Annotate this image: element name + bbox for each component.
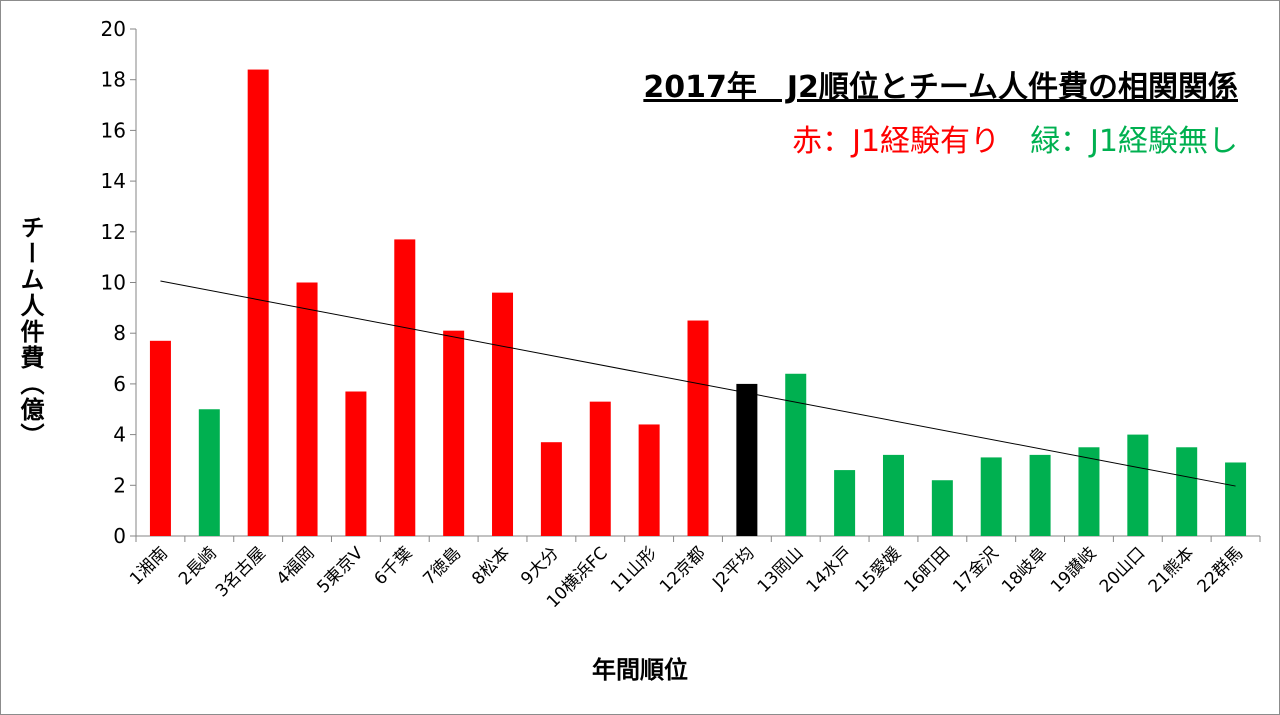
y-tick-label: 0 bbox=[113, 524, 126, 548]
bar-3名古屋 bbox=[247, 69, 269, 536]
x-tick-label: J2平均 bbox=[708, 543, 758, 593]
x-tick-label: 18岐阜 bbox=[998, 543, 1051, 596]
x-tick-label: 3名古屋 bbox=[212, 543, 270, 601]
bar-8松本 bbox=[492, 292, 514, 536]
legend: 赤：J1経験有り 緑：J1経験無し bbox=[792, 116, 1238, 160]
bar-2長崎 bbox=[198, 409, 220, 536]
legend-green: 緑：J1経験無し bbox=[1030, 124, 1238, 159]
trendline bbox=[160, 280, 1236, 487]
bar-12京都 bbox=[687, 320, 709, 536]
x-axis-label: 年間順位 bbox=[592, 656, 688, 684]
x-tick-label: 1湘南 bbox=[126, 543, 172, 589]
x-tick-label: 16町田 bbox=[900, 543, 953, 596]
legend-red: 赤：J1経験有り bbox=[792, 124, 1001, 159]
bar-18岐阜 bbox=[1029, 454, 1051, 536]
bar-14水戸 bbox=[834, 470, 856, 536]
bar-22群馬 bbox=[1225, 462, 1247, 536]
y-tick-label: 20 bbox=[101, 17, 126, 41]
y-tick-label: 2 bbox=[113, 473, 126, 497]
bar-21熊本 bbox=[1176, 447, 1198, 536]
bar-16町田 bbox=[931, 480, 953, 536]
x-tick-label: 17金沢 bbox=[949, 543, 1002, 596]
bar-6千葉 bbox=[394, 239, 416, 536]
x-tick-label: 2長崎 bbox=[175, 543, 221, 589]
x-tick-label: 11山形 bbox=[607, 543, 660, 596]
bar-J2平均 bbox=[736, 383, 758, 536]
x-tick-label: 21熊本 bbox=[1145, 543, 1198, 596]
y-tick-label: 18 bbox=[101, 68, 126, 92]
bar-13岡山 bbox=[785, 373, 807, 536]
x-tick-label: 22群馬 bbox=[1194, 543, 1247, 596]
x-tick-label: 19讃岐 bbox=[1047, 543, 1100, 596]
bar-20山口 bbox=[1127, 434, 1149, 536]
x-tick-label: 4福岡 bbox=[273, 543, 319, 589]
x-tick-label: 13岡山 bbox=[754, 543, 807, 596]
y-tick-label: 14 bbox=[101, 169, 126, 193]
bar-17金沢 bbox=[980, 457, 1002, 536]
bar-9大分 bbox=[540, 442, 562, 536]
bar-15愛媛 bbox=[882, 454, 904, 536]
x-tick-label: 12京都 bbox=[656, 543, 709, 596]
y-axis-label: チーム人件費（億） bbox=[16, 215, 44, 449]
y-tick-label: 4 bbox=[113, 423, 126, 447]
x-tick-label: 15愛媛 bbox=[852, 543, 905, 596]
x-tick-label: 20山口 bbox=[1096, 543, 1149, 596]
bar-4福岡 bbox=[296, 282, 318, 536]
y-tick-label: 16 bbox=[101, 118, 126, 142]
y-tick-label: 8 bbox=[113, 321, 126, 345]
bar-10横浜FC bbox=[589, 401, 611, 536]
bar-11山形 bbox=[638, 424, 660, 536]
bar-19讃岐 bbox=[1078, 447, 1100, 536]
bar-7徳島 bbox=[443, 330, 465, 536]
x-tick-label: 8松本 bbox=[468, 543, 514, 589]
x-tick-label: 7徳島 bbox=[419, 543, 465, 589]
x-tick-label: 14水戸 bbox=[803, 543, 856, 596]
chart-title: 2017年 J2順位とチーム人件費の相関関係 bbox=[643, 70, 1238, 105]
x-tick-label: 9大分 bbox=[517, 543, 563, 589]
x-tick-label: 6千葉 bbox=[370, 543, 416, 589]
bar-5東京V bbox=[345, 391, 367, 536]
x-tick-label: 5東京V bbox=[313, 543, 367, 597]
bar-1湘南 bbox=[149, 340, 171, 536]
y-tick-label: 10 bbox=[101, 271, 126, 295]
y-tick-label: 12 bbox=[101, 220, 126, 244]
y-tick-label: 6 bbox=[113, 372, 126, 396]
